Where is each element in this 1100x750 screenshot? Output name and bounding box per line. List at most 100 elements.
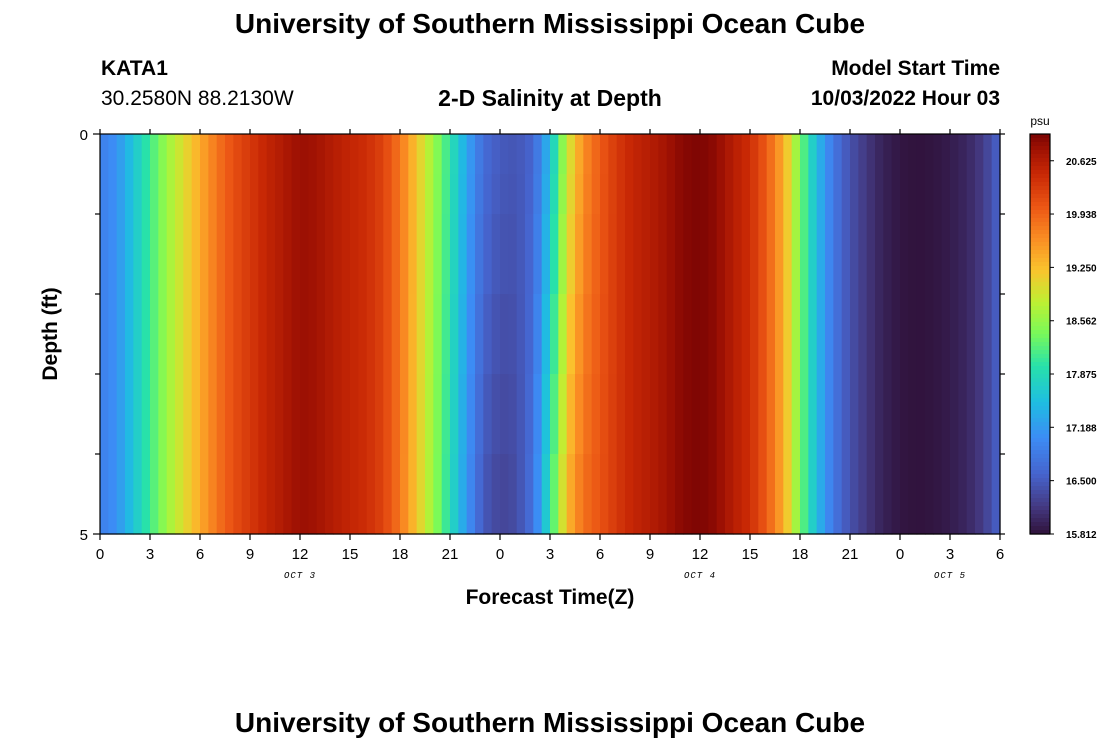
heatmap-cell [541,174,551,215]
heatmap-cell [491,174,501,215]
heatmap-cell [658,454,668,535]
heatmap-cell [133,134,143,175]
colorbar-segment [1030,286,1050,291]
colorbar-segment [1030,302,1050,307]
heatmap-cell [241,374,251,455]
heatmap-cell [558,374,568,455]
colorbar-segment [1030,182,1050,187]
colorbar-segment [1030,330,1050,335]
heatmap-cell [833,374,843,455]
heatmap-cell [108,134,118,175]
heatmap-cell [841,374,851,455]
heatmap-cell [208,174,218,215]
colorbar-segment [1030,510,1050,515]
colorbar-tick-label: 19.938 [1066,210,1097,221]
heatmap-cell [600,174,609,215]
heatmap-cell [858,214,868,295]
x-tick-label: 0 [496,546,504,563]
heatmap-cell [483,454,493,535]
heatmap-cell [300,454,309,535]
heatmap-cell [225,294,234,375]
colorbar-segment [1030,322,1050,327]
heatmap-cell [741,174,751,215]
heatmap-cell [583,294,593,375]
heatmap-cell [366,174,376,215]
heatmap-cell [916,214,926,295]
heatmap-cell [575,214,584,295]
heatmap-cell [616,294,626,375]
heatmap-cell [566,454,576,535]
heatmap-cell [183,134,193,175]
colorbar-segment [1030,194,1050,199]
heatmap-cell [208,454,218,535]
heatmap-cell [908,214,918,295]
heatmap-cell [208,294,218,375]
heatmap-cell [183,294,193,375]
colorbar-segment [1030,446,1050,451]
heatmap-cell [791,374,801,455]
heatmap-cell [450,374,459,455]
heatmap-cell [541,134,551,175]
heatmap-cell [925,454,934,535]
heatmap-cell [466,294,476,375]
heatmap-cell [916,134,926,175]
heatmap-cell [416,294,426,375]
heatmap-cell [275,174,284,215]
colorbar-segment [1030,418,1050,423]
colorbar-tick-label: 20.625 [1066,157,1097,168]
heatmap-cell [683,454,693,535]
colorbar-segment [1030,298,1050,303]
x-axis: 0 3 6 9 12 15 18 21 0 3 6 9 12 15 18 21 0 3 6 OCT 3 OCT 4 OCT… [96,129,1004,581]
heatmap-cell [783,294,793,375]
heatmap-cell [975,174,984,215]
heatmap-cell [975,134,984,175]
heatmap-cell [291,134,301,175]
heatmap-cell [300,374,309,455]
heatmap-cell [608,134,618,175]
heatmap-cell [858,454,868,535]
heatmap-cell [358,374,368,455]
colorbar-segment [1030,506,1050,511]
heatmap-cell [733,294,743,375]
heatmap-cell [650,294,659,375]
heatmap-cell [308,294,318,375]
heatmap-cell [383,294,393,375]
heatmap-cell [283,214,293,295]
heatmap-cell [408,134,418,175]
heatmap-cell [908,134,918,175]
heatmap-cell [625,294,634,375]
heatmap-cell [566,134,576,175]
model-start-value: 10/03/2022 Hour 03 [810,87,1000,110]
colorbar-segment [1030,230,1050,235]
colorbar-segment [1030,438,1050,443]
heatmap-cell [658,374,668,455]
date-label: OCT 4 [684,571,716,581]
heatmap-cell [516,454,526,535]
colorbar-tick-label: 18.562 [1066,317,1097,328]
heatmap-cell [633,454,643,535]
heatmap-cell [883,454,893,535]
heatmap-cell [900,374,909,455]
heatmap-cell [616,214,626,295]
heatmap-cell [950,294,959,375]
heatmap-cell [275,294,284,375]
heatmap-cell [158,134,168,175]
heatmap-cell [925,214,934,295]
heatmap-cell [616,374,626,455]
heatmap-cell [116,374,126,455]
heatmap-cell [200,134,209,175]
heatmap-cell [991,294,1001,375]
heatmap-cell [258,174,268,215]
colorbar-segment [1030,154,1050,159]
colorbar-segment [1030,470,1050,475]
colorbar-segment [1030,134,1050,139]
heatmap-cell [491,374,501,455]
heatmap-cell [458,294,468,375]
heatmap-cell [525,214,534,295]
heatmap-cell [766,174,776,215]
colorbar-segment [1030,434,1050,439]
colorbar-segment [1030,150,1050,155]
heatmap-cell [408,214,418,295]
heatmap-cell [950,174,959,215]
heatmap-cell [850,134,859,175]
